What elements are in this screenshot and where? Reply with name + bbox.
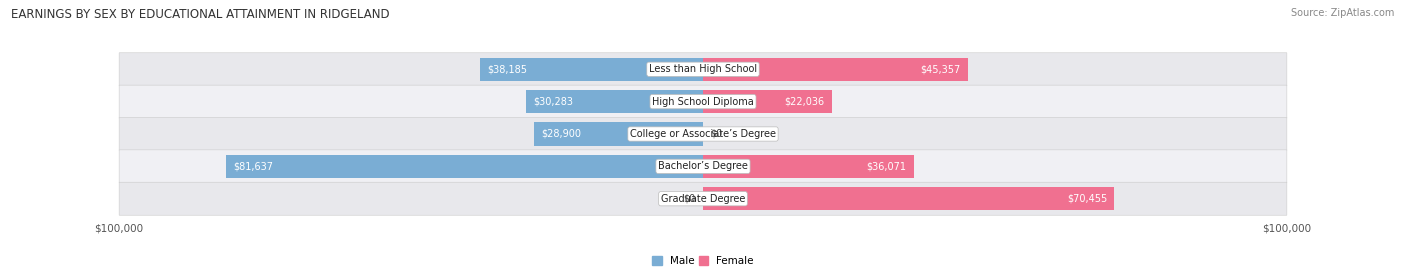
FancyBboxPatch shape xyxy=(120,117,1286,151)
Text: $38,185: $38,185 xyxy=(486,64,527,74)
Text: Bachelor’s Degree: Bachelor’s Degree xyxy=(658,161,748,171)
Legend: Male, Female: Male, Female xyxy=(652,256,754,266)
Text: College or Associate’s Degree: College or Associate’s Degree xyxy=(630,129,776,139)
FancyBboxPatch shape xyxy=(120,150,1286,183)
Text: EARNINGS BY SEX BY EDUCATIONAL ATTAINMENT IN RIDGELAND: EARNINGS BY SEX BY EDUCATIONAL ATTAINMEN… xyxy=(11,8,389,21)
Text: Source: ZipAtlas.com: Source: ZipAtlas.com xyxy=(1291,8,1395,18)
FancyBboxPatch shape xyxy=(120,53,1286,86)
Text: $45,357: $45,357 xyxy=(921,64,960,74)
Text: Less than High School: Less than High School xyxy=(650,64,756,74)
FancyBboxPatch shape xyxy=(120,182,1286,215)
Text: High School Diploma: High School Diploma xyxy=(652,97,754,107)
Text: $81,637: $81,637 xyxy=(233,161,273,171)
Bar xyxy=(526,90,703,113)
Text: $22,036: $22,036 xyxy=(785,97,825,107)
Text: $30,283: $30,283 xyxy=(533,97,574,107)
Bar xyxy=(226,155,703,178)
Text: Graduate Degree: Graduate Degree xyxy=(661,194,745,204)
FancyBboxPatch shape xyxy=(120,85,1286,118)
Text: $0: $0 xyxy=(710,129,723,139)
Text: $36,071: $36,071 xyxy=(866,161,907,171)
Bar xyxy=(703,58,967,81)
Bar xyxy=(703,90,832,113)
Text: $28,900: $28,900 xyxy=(541,129,581,139)
Bar xyxy=(534,122,703,146)
Bar xyxy=(479,58,703,81)
Text: $0: $0 xyxy=(683,194,696,204)
Bar xyxy=(703,187,1115,210)
Bar xyxy=(703,155,914,178)
Text: $70,455: $70,455 xyxy=(1067,194,1108,204)
